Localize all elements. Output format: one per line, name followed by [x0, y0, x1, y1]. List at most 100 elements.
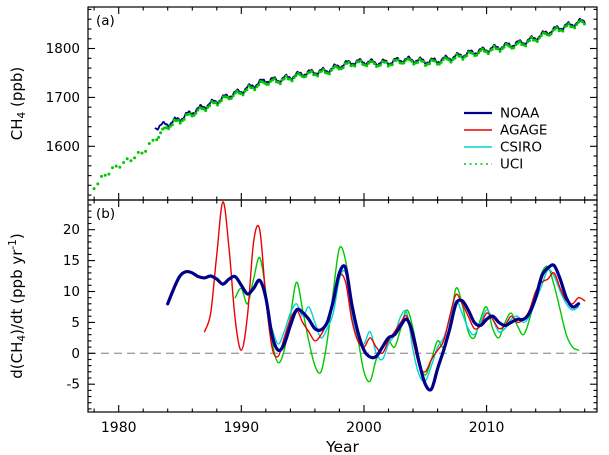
- data-dot: [235, 89, 239, 93]
- data-dot: [390, 63, 394, 67]
- data-dot: [477, 51, 480, 55]
- data-dot: [575, 23, 579, 26]
- data-dot: [118, 165, 122, 169]
- y-tick-label: -5: [67, 377, 80, 393]
- data-dot: [549, 32, 553, 36]
- data-dot: [196, 108, 200, 112]
- data-dot: [471, 51, 475, 55]
- data-dot: [410, 59, 414, 63]
- data-dot: [257, 83, 261, 87]
- data-dot: [229, 96, 233, 100]
- data-dot: [396, 58, 400, 62]
- x-tick-label: 1990: [223, 420, 259, 436]
- data-dot: [498, 49, 502, 53]
- data-dot: [310, 69, 314, 73]
- data-dot: [496, 47, 500, 51]
- data-dot: [490, 47, 494, 51]
- data-dot: [151, 138, 155, 142]
- data-dot: [253, 88, 257, 92]
- data-dot: [204, 109, 208, 113]
- legend-entry-agage: AGAGE: [464, 123, 547, 139]
- data-dot: [539, 34, 543, 38]
- data-dot: [168, 124, 172, 128]
- data-dot: [219, 99, 223, 103]
- data-dot: [144, 149, 148, 153]
- y-tick-label: 1600: [46, 139, 80, 155]
- data-dot: [188, 112, 192, 116]
- data-dot: [416, 60, 420, 64]
- data-dot: [208, 104, 212, 108]
- data-dot: [418, 57, 422, 61]
- data-dot: [233, 91, 237, 95]
- data-dot: [528, 39, 531, 42]
- data-dot: [461, 57, 465, 61]
- data-dot: [288, 77, 292, 81]
- data-dot: [103, 173, 107, 177]
- data-dot: [155, 138, 159, 142]
- data-dot: [441, 58, 445, 62]
- data-dot: [170, 123, 174, 127]
- data-dot: [251, 86, 255, 90]
- legend-label: CSIRO: [500, 140, 542, 156]
- data-dot: [537, 36, 541, 40]
- data-dot: [136, 150, 140, 154]
- y-tick-label: 1800: [46, 41, 80, 57]
- panel-b-series: [166, 201, 586, 392]
- data-dot: [459, 54, 463, 58]
- series-noaa-growth-line: [166, 263, 581, 392]
- data-dot: [365, 64, 369, 68]
- data-dot: [182, 117, 186, 121]
- data-dot: [292, 76, 296, 80]
- panel-label-b: (b): [96, 206, 115, 222]
- data-dot: [583, 22, 586, 26]
- data-dot: [447, 58, 451, 62]
- data-dot: [320, 69, 323, 73]
- data-dot: [159, 131, 163, 135]
- data-dot: [272, 77, 276, 81]
- data-dot: [484, 50, 488, 54]
- legend-entry-uci: UCI: [464, 157, 523, 173]
- data-dot: [111, 166, 114, 170]
- data-dot: [129, 159, 133, 163]
- series-csiro-growth-line: [271, 268, 580, 383]
- data-dot: [518, 40, 522, 44]
- data-dot: [304, 74, 308, 78]
- data-dot: [294, 74, 298, 78]
- data-dot: [247, 84, 251, 88]
- series-uci-dots: [92, 19, 586, 191]
- data-dot: [147, 142, 151, 145]
- data-dot: [214, 101, 218, 104]
- data-dot: [422, 60, 426, 63]
- data-dot: [353, 64, 357, 68]
- data-dot: [512, 46, 516, 50]
- data-dot: [216, 103, 219, 107]
- y-axis-title-b: d(CH4)/dt (ppb yr-1): [7, 233, 28, 378]
- data-dot: [453, 56, 457, 60]
- data-dot: [371, 60, 374, 64]
- data-dot: [561, 29, 565, 33]
- y-tick-label: 10: [63, 284, 80, 300]
- data-dot: [278, 82, 282, 86]
- x-tick-label: 1980: [101, 420, 137, 436]
- legend-label: AGAGE: [500, 123, 547, 139]
- data-dot: [122, 161, 126, 164]
- data-dot: [140, 151, 144, 155]
- data-dot: [96, 182, 100, 186]
- data-dot: [378, 63, 382, 67]
- panel-a: 1600 1700 1800 (a) CH4 (ppb) NOAAAGAGECSIROUC…: [8, 6, 598, 201]
- data-dot: [282, 77, 286, 81]
- data-dot: [373, 62, 376, 66]
- data-dot: [133, 156, 137, 160]
- data-dot: [475, 53, 479, 57]
- data-dot: [359, 59, 363, 63]
- data-dot: [114, 164, 118, 168]
- legend-label: NOAA: [500, 106, 540, 122]
- x-tick-label: 2000: [346, 420, 382, 436]
- data-dot: [331, 66, 335, 70]
- data-dot: [524, 44, 528, 48]
- data-dot: [176, 118, 180, 122]
- data-dot: [107, 172, 111, 176]
- data-dot: [167, 127, 170, 131]
